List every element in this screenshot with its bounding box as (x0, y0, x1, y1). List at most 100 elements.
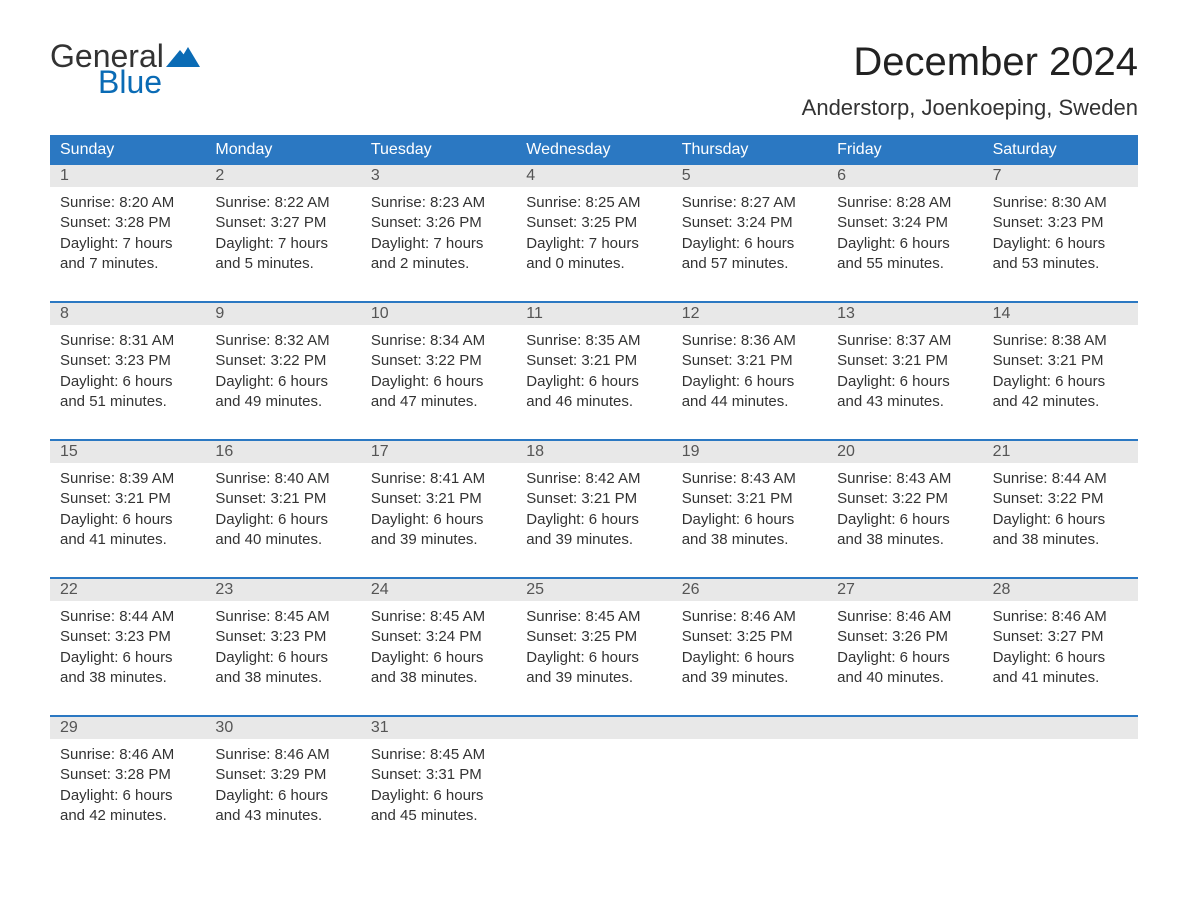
day-sunrise: Sunrise: 8:44 AM (60, 607, 195, 627)
day-cell (672, 739, 827, 835)
day-day1: Daylight: 6 hours (682, 234, 817, 254)
day-day1: Daylight: 6 hours (526, 510, 661, 530)
day-number: 2 (205, 165, 360, 187)
daynum-row: 1234567 (50, 165, 1138, 187)
day-sunrise: Sunrise: 8:41 AM (371, 469, 506, 489)
day-day2: and 38 minutes. (993, 530, 1128, 550)
day-sunset: Sunset: 3:21 PM (60, 489, 195, 509)
day-number: 5 (672, 165, 827, 187)
day-day2: and 46 minutes. (526, 392, 661, 412)
day-cell: Sunrise: 8:45 AMSunset: 3:25 PMDaylight:… (516, 601, 671, 697)
day-cell: Sunrise: 8:34 AMSunset: 3:22 PMDaylight:… (361, 325, 516, 421)
day-day1: Daylight: 6 hours (993, 372, 1128, 392)
day-sunset: Sunset: 3:22 PM (371, 351, 506, 371)
day-sunset: Sunset: 3:23 PM (60, 351, 195, 371)
daynum-row: 293031 (50, 717, 1138, 739)
day-cell: Sunrise: 8:46 AMSunset: 3:26 PMDaylight:… (827, 601, 982, 697)
day-cell (827, 739, 982, 835)
day-day1: Daylight: 6 hours (993, 510, 1128, 530)
day-number: 31 (361, 717, 516, 739)
day-number: 28 (983, 579, 1138, 601)
weekday-header: Saturday (983, 135, 1138, 165)
day-number: 15 (50, 441, 205, 463)
day-cell: Sunrise: 8:35 AMSunset: 3:21 PMDaylight:… (516, 325, 671, 421)
logo: General Blue (50, 40, 200, 98)
day-day1: Daylight: 6 hours (371, 786, 506, 806)
day-cell: Sunrise: 8:45 AMSunset: 3:23 PMDaylight:… (205, 601, 360, 697)
day-cell: Sunrise: 8:27 AMSunset: 3:24 PMDaylight:… (672, 187, 827, 283)
day-cell: Sunrise: 8:22 AMSunset: 3:27 PMDaylight:… (205, 187, 360, 283)
day-cell: Sunrise: 8:46 AMSunset: 3:25 PMDaylight:… (672, 601, 827, 697)
day-cell: Sunrise: 8:30 AMSunset: 3:23 PMDaylight:… (983, 187, 1138, 283)
day-sunrise: Sunrise: 8:30 AM (993, 193, 1128, 213)
day-sunrise: Sunrise: 8:20 AM (60, 193, 195, 213)
day-cell: Sunrise: 8:38 AMSunset: 3:21 PMDaylight:… (983, 325, 1138, 421)
day-day1: Daylight: 6 hours (371, 372, 506, 392)
day-sunrise: Sunrise: 8:39 AM (60, 469, 195, 489)
day-cell: Sunrise: 8:44 AMSunset: 3:23 PMDaylight:… (50, 601, 205, 697)
day-number (983, 717, 1138, 739)
day-sunset: Sunset: 3:23 PM (215, 627, 350, 647)
day-number: 27 (827, 579, 982, 601)
day-cell: Sunrise: 8:40 AMSunset: 3:21 PMDaylight:… (205, 463, 360, 559)
day-sunrise: Sunrise: 8:46 AM (215, 745, 350, 765)
day-sunset: Sunset: 3:25 PM (682, 627, 817, 647)
day-day1: Daylight: 6 hours (215, 510, 350, 530)
day-sunset: Sunset: 3:21 PM (682, 489, 817, 509)
day-number (672, 717, 827, 739)
day-cell: Sunrise: 8:20 AMSunset: 3:28 PMDaylight:… (50, 187, 205, 283)
day-cell: Sunrise: 8:42 AMSunset: 3:21 PMDaylight:… (516, 463, 671, 559)
day-sunrise: Sunrise: 8:43 AM (837, 469, 972, 489)
day-number: 20 (827, 441, 982, 463)
day-sunset: Sunset: 3:24 PM (371, 627, 506, 647)
day-day2: and 38 minutes. (60, 668, 195, 688)
day-number: 23 (205, 579, 360, 601)
day-sunrise: Sunrise: 8:46 AM (682, 607, 817, 627)
day-day2: and 7 minutes. (60, 254, 195, 274)
week-row: 891011121314Sunrise: 8:31 AMSunset: 3:23… (50, 301, 1138, 421)
day-sunset: Sunset: 3:28 PM (60, 765, 195, 785)
week-row: 1234567Sunrise: 8:20 AMSunset: 3:28 PMDa… (50, 165, 1138, 283)
day-day1: Daylight: 6 hours (837, 648, 972, 668)
weekday-header: Friday (827, 135, 982, 165)
day-day2: and 38 minutes. (837, 530, 972, 550)
day-number: 10 (361, 303, 516, 325)
weekday-header: Tuesday (361, 135, 516, 165)
day-day1: Daylight: 6 hours (837, 510, 972, 530)
day-day2: and 38 minutes. (371, 668, 506, 688)
day-number: 17 (361, 441, 516, 463)
weekday-header-row: Sunday Monday Tuesday Wednesday Thursday… (50, 135, 1138, 165)
day-day1: Daylight: 6 hours (837, 234, 972, 254)
calendar: Sunday Monday Tuesday Wednesday Thursday… (50, 135, 1138, 835)
day-day1: Daylight: 6 hours (993, 648, 1128, 668)
week-row: 293031 Sunrise: 8:46 AM Sunset: 3:28 PM Day… (50, 715, 1138, 835)
day-sunrise: Sunrise: 8:37 AM (837, 331, 972, 351)
day-sunset: Sunset: 3:27 PM (215, 213, 350, 233)
day-sunrise: Sunrise: 8:34 AM (371, 331, 506, 351)
day-day1: Daylight: 7 hours (526, 234, 661, 254)
day-cell: Sunrise: 8:39 AMSunset: 3:21 PMDaylight:… (50, 463, 205, 559)
day-sunset: Sunset: 3:22 PM (215, 351, 350, 371)
weekday-header: Wednesday (516, 135, 671, 165)
day-sunrise: Sunrise: 8:25 AM (526, 193, 661, 213)
day-sunrise: Sunrise: 8:44 AM (993, 469, 1128, 489)
day-number: 18 (516, 441, 671, 463)
day-sunrise: Sunrise: 8:36 AM (682, 331, 817, 351)
day-sunrise: Sunrise: 8:35 AM (526, 331, 661, 351)
day-cell (983, 739, 1138, 835)
weekday-header: Sunday (50, 135, 205, 165)
day-sunrise: Sunrise: 8:28 AM (837, 193, 972, 213)
day-day1: Daylight: 6 hours (682, 648, 817, 668)
logo-word-blue: Blue (98, 66, 200, 98)
day-cell: Sunrise: 8:41 AMSunset: 3:21 PMDaylight:… (361, 463, 516, 559)
day-sunrise: Sunrise: 8:42 AM (526, 469, 661, 489)
day-cell: Sunrise: 8:37 AMSunset: 3:21 PMDaylight:… (827, 325, 982, 421)
day-number: 22 (50, 579, 205, 601)
day-sunset: Sunset: 3:21 PM (993, 351, 1128, 371)
day-day2: and 55 minutes. (837, 254, 972, 274)
day-day1: Daylight: 6 hours (526, 372, 661, 392)
day-cell: Sunrise: 8:45 AMSunset: 3:24 PMDaylight:… (361, 601, 516, 697)
day-day2: and 0 minutes. (526, 254, 661, 274)
daynum-row: 891011121314 (50, 303, 1138, 325)
day-cell (516, 739, 671, 835)
